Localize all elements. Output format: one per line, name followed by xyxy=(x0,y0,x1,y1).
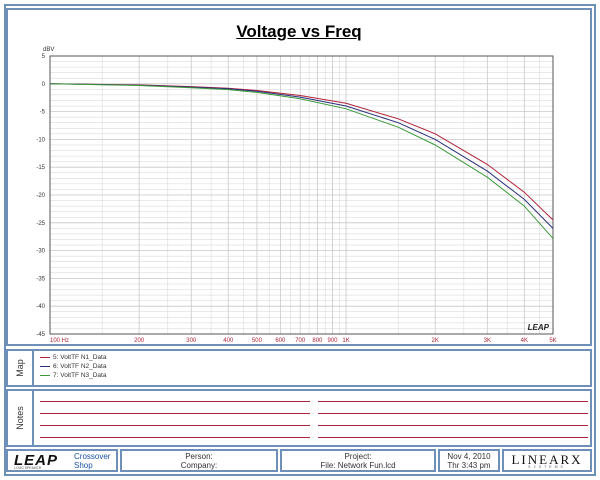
x-tick-label: 900 xyxy=(328,338,339,344)
person-label: Person: xyxy=(185,452,213,461)
linearx-logo: LINEARX xyxy=(511,452,583,467)
legend-item: 7: VoltTF N3_Data xyxy=(40,371,106,380)
y-tick-label: -35 xyxy=(36,276,45,282)
legend-item: 6: VoltTF N2_Data xyxy=(40,362,106,371)
date-text: Nov 4, 2010 xyxy=(447,452,491,461)
company-label: Company: xyxy=(180,461,218,470)
product-name: Crossover Shop xyxy=(74,452,110,470)
footer: LEAP LOUD SPEAKER Crossover Shop Person:… xyxy=(6,449,592,472)
leap-logo-sub: LOUD SPEAKER xyxy=(14,466,42,470)
notes-line[interactable] xyxy=(318,413,588,414)
y-tick-label: -40 xyxy=(36,304,45,310)
logo-box: LEAP LOUD SPEAKER Crossover Shop xyxy=(6,449,118,472)
file-label: File: Network Fun.lcd xyxy=(320,461,396,470)
plot-area xyxy=(49,55,554,335)
notes-panel: Notes xyxy=(6,389,592,447)
legend-label: 5: VoltTF N1_Data xyxy=(53,354,107,361)
series-line xyxy=(49,83,554,229)
x-tick-label: 1K xyxy=(342,338,349,344)
x-tick-label: 800 xyxy=(312,338,323,344)
x-tick-label: 4K xyxy=(521,338,528,344)
notes-line[interactable] xyxy=(40,401,310,402)
map-label-box: Map xyxy=(8,351,34,385)
notes-label: Notes xyxy=(15,406,25,430)
x-tick-label: 5K xyxy=(549,338,556,344)
project-box: Project: File: Network Fun.lcd xyxy=(280,449,436,472)
product-line-2: Shop xyxy=(74,461,93,470)
chart: 5 0 -5 -10 -15 -20 -25 -30 -35 -40 -45 dBV 100 Hz 200… xyxy=(36,47,556,344)
leap-logo: LEAP xyxy=(14,452,59,469)
notes-line[interactable] xyxy=(318,437,588,438)
y-tick-label: -10 xyxy=(36,137,45,143)
brand-box: LINEARX SYSTEMS xyxy=(502,449,592,472)
y-tick-label: -30 xyxy=(36,249,45,255)
series-line xyxy=(49,83,554,221)
y-tick-label: -20 xyxy=(36,193,45,199)
y-tick-label: -5 xyxy=(40,110,46,116)
x-tick-label: 400 xyxy=(223,338,234,344)
legend: 5: VoltTF N1_Data 6: VoltTF N2_Data 7: Vol… xyxy=(40,353,106,380)
legend-swatch xyxy=(40,357,50,358)
x-tick-label: 600 xyxy=(275,338,286,344)
person-box: Person: Company: xyxy=(120,449,278,472)
x-tick-label: 200 xyxy=(134,338,145,344)
legend-label: 7: VoltTF N3_Data xyxy=(53,372,107,379)
map-panel: Map 5: VoltTF N1_Data 6: VoltTF N2_Data 7:… xyxy=(6,349,592,387)
map-label: Map xyxy=(15,359,25,377)
y-tick-label: -15 xyxy=(36,165,45,171)
notes-line[interactable] xyxy=(40,425,310,426)
leap-watermark: LEAP xyxy=(528,323,550,332)
y-tick-label: 5 xyxy=(42,54,46,60)
x-tick-label: 300 xyxy=(186,338,197,344)
y-tick-label: 0 xyxy=(42,82,46,88)
project-label: Project: xyxy=(344,452,372,461)
notes-line[interactable] xyxy=(318,425,588,426)
x-tick-label: 2K xyxy=(432,338,439,344)
chart-title: Voltage vs Freq xyxy=(236,22,362,41)
notes-line[interactable] xyxy=(40,437,310,438)
x-tick-label: 500 xyxy=(252,338,263,344)
y-tick-label: -25 xyxy=(36,221,45,227)
date-box: Nov 4, 2010 Thr 3:43 pm xyxy=(438,449,500,472)
x-tick-label: 100 Hz xyxy=(50,338,69,344)
y-tick-label: -45 xyxy=(36,332,45,338)
notes-label-box: Notes xyxy=(8,391,34,445)
linearx-logo-sub: SYSTEMS xyxy=(528,465,566,469)
legend-swatch xyxy=(40,375,50,376)
y-axis-label: dBV xyxy=(43,47,54,53)
graph-panel: Voltage vs Freq 5 0 -5 -10 -15 -20 -25 -30 -35 -4… xyxy=(6,8,592,346)
legend-item: 5: VoltTF N1_Data xyxy=(40,353,106,362)
time-text: Thr 3:43 pm xyxy=(447,461,491,470)
product-line-1: Crossover xyxy=(74,452,111,461)
x-tick-label: 700 xyxy=(295,338,306,344)
notes-line[interactable] xyxy=(318,401,588,402)
legend-label: 6: VoltTF N2_Data xyxy=(53,363,107,370)
x-tick-label: 3K xyxy=(484,338,491,344)
legend-swatch xyxy=(40,366,50,367)
notes-line[interactable] xyxy=(40,413,310,414)
series-line xyxy=(49,83,554,239)
